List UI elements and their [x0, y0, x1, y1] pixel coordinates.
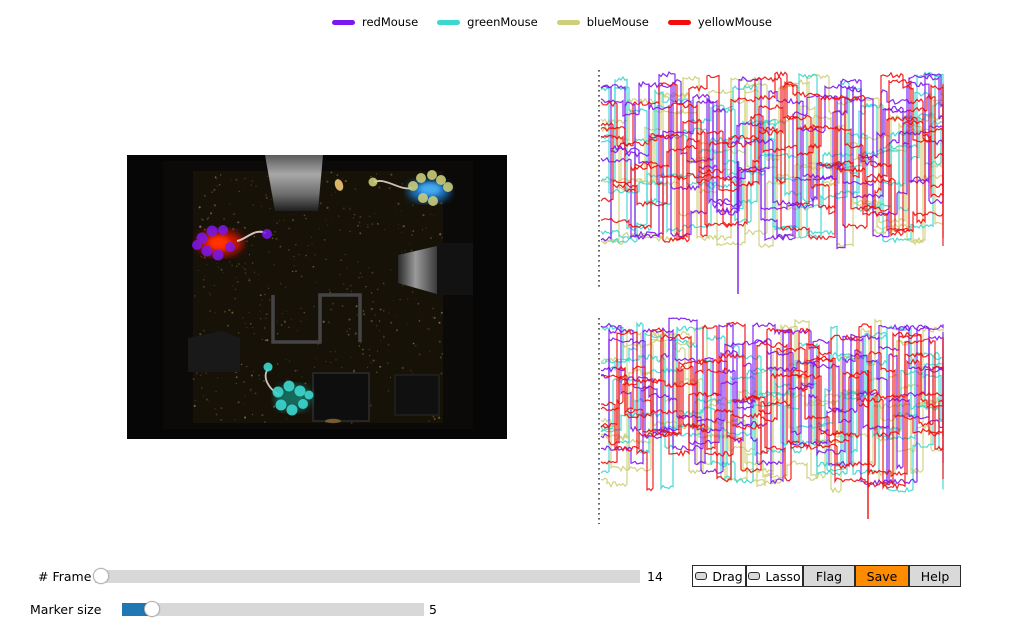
red-mouse-keypoints [192, 225, 272, 261]
keypoint-marker[interactable] [262, 229, 272, 239]
keypoint-marker[interactable] [443, 182, 453, 192]
frame-slider-handle[interactable] [93, 568, 109, 584]
legend-swatch-bluemouse [556, 19, 580, 25]
keypoint-marker[interactable] [275, 399, 287, 411]
arena-object-block-bottomleft [188, 331, 240, 372]
keypoint-marker[interactable] [218, 225, 228, 235]
arena-object-ramp-top [265, 155, 323, 211]
keypoint-marker[interactable] [436, 175, 446, 185]
red-mouse-body [208, 236, 230, 250]
keypoint-marker[interactable] [416, 173, 426, 183]
keypoint-marker[interactable] [418, 193, 428, 203]
trace-panel-bottom [598, 317, 944, 524]
trace-panel-top [598, 70, 944, 294]
help-button-label: Help [920, 568, 950, 584]
frame-slider-value: 14 [647, 569, 663, 584]
legend-label-bluemouse: blueMouse [586, 15, 649, 29]
green-mouse-keypoints [263, 362, 314, 416]
keypoint-marker[interactable] [286, 404, 298, 416]
lasso-button[interactable]: Lasso [746, 565, 803, 587]
keypoint-marker[interactable] [206, 225, 218, 237]
legend-item-bluemouse: blueMouse [556, 15, 649, 29]
legend-item-yellowmouse: yellowMouse [667, 15, 772, 29]
keypoint-marker[interactable] [427, 170, 437, 180]
keypoint-marker[interactable] [263, 362, 273, 372]
keypoint-marker[interactable] [428, 196, 438, 206]
keypoint-marker[interactable] [294, 385, 306, 397]
arena-object-block-right [433, 243, 473, 295]
marker-size-slider-handle[interactable] [144, 601, 160, 617]
marker-size-slider-track[interactable] [122, 603, 424, 616]
legend-swatch-yellowmouse [667, 19, 691, 25]
video-frame-canvas[interactable] [127, 155, 507, 439]
legend-swatch-redmouse [332, 19, 355, 25]
keypoint-marker[interactable] [298, 399, 308, 409]
drag-button-label: Drag [712, 568, 743, 584]
legend-item-greenmouse: greenMouse [437, 15, 538, 29]
legend-item-redmouse: redMouse [332, 15, 418, 29]
marker-size-slider-value: 5 [429, 602, 437, 617]
drag-toggle-icon [695, 572, 708, 580]
keypoint-marker[interactable] [201, 245, 213, 257]
frame-slider-label: # Frame [38, 569, 92, 584]
lasso-button-label: Lasso [765, 568, 801, 584]
keypoint-marker[interactable] [408, 181, 418, 191]
green-mouse [263, 362, 314, 416]
arena-detail-pellet [334, 179, 344, 191]
blue-mouse [368, 170, 453, 206]
red-mouse [192, 225, 272, 261]
arena-object-box-bottom [312, 372, 370, 422]
keypoint-marker[interactable] [192, 240, 202, 250]
arena-object-wire-maze [271, 293, 362, 344]
arena-detail-smudge [325, 418, 341, 424]
legend-swatch-greenmouse [437, 19, 461, 25]
arena-object-wedge-right [398, 246, 437, 294]
keypoint-marker[interactable] [304, 390, 314, 400]
flag-button[interactable]: Flag [803, 565, 855, 587]
legend-label-redmouse: redMouse [362, 15, 419, 29]
keypoint-marker[interactable] [283, 380, 295, 392]
trace-lines-top [600, 70, 944, 294]
button-toolbar: Drag Lasso Flag Save Help [692, 565, 961, 587]
trace-lines-bottom [600, 317, 944, 519]
legend-label-yellowmouse: yellowMouse [697, 15, 772, 29]
legend-label-greenmouse: greenMouse [467, 15, 538, 29]
legend: redMouse greenMouse blueMouse yellowMous… [332, 15, 772, 29]
save-button-label: Save [866, 568, 898, 584]
frame-slider-track[interactable] [95, 570, 640, 583]
keypoint-marker[interactable] [212, 249, 224, 261]
arena-object-box-bottomright [394, 374, 440, 416]
keypoint-marker[interactable] [225, 242, 235, 252]
blue-mouse-body [419, 183, 441, 195]
drag-button[interactable]: Drag [692, 565, 746, 587]
flag-button-label: Flag [815, 568, 843, 584]
keypoint-marker[interactable] [368, 177, 378, 187]
blue-mouse-keypoints [368, 170, 453, 206]
lasso-toggle-icon [748, 572, 761, 580]
keypoint-marker[interactable] [272, 386, 284, 398]
save-button[interactable]: Save [855, 565, 909, 587]
marker-size-slider-label: Marker size [30, 602, 102, 617]
help-button[interactable]: Help [909, 565, 961, 587]
